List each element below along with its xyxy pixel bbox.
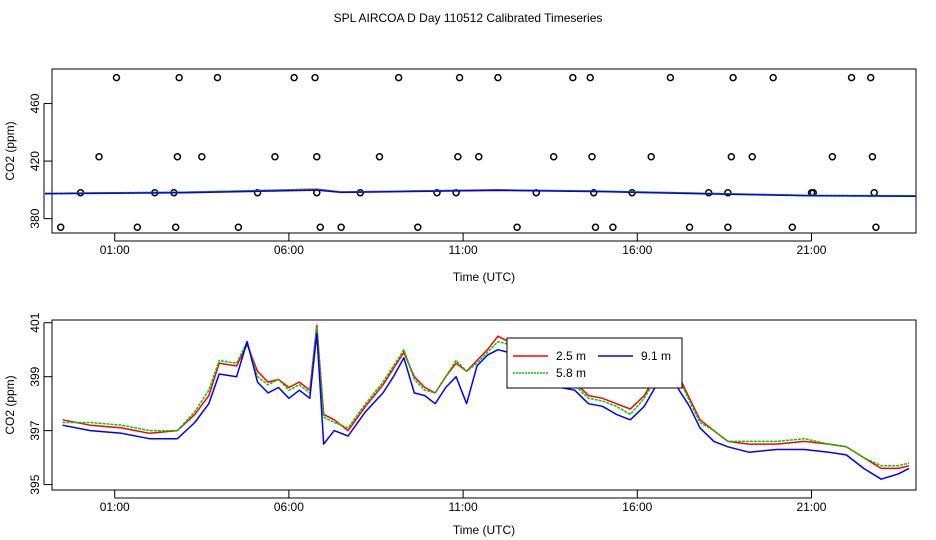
x-tick-label: 21:00 [796,243,826,257]
data-point [433,188,441,197]
series-line-2-5-m [62,324,910,470]
data-point [591,223,600,231]
legend-label-5-8m: 5.8 m [556,366,586,380]
chart-title: SPL AIRCOA D Day 110512 Calibrated Times… [334,11,603,25]
data-point [724,188,732,197]
data-point [455,73,464,82]
data-point [724,223,732,231]
x-axis-label-top: Time (UTC) [453,270,515,284]
data-point [253,188,262,197]
data-point [133,223,142,231]
x-tick-label: 21:00 [796,500,826,514]
data-point [549,153,558,161]
x-tick-label: 06:00 [274,243,304,257]
x-tick-label: 06:00 [274,500,304,514]
data-point [727,153,736,161]
series-line-9-1-m [62,332,910,480]
data-point [173,153,182,161]
data-point [337,223,345,231]
data-point [828,153,837,161]
data-point [112,73,121,82]
panel-bottom: 01:00 06:00 11:00 16:00 21:00 395 397 399 401 Ti… [3,312,917,537]
plot-frame-top [51,68,917,234]
series-line-5-8-m [62,327,910,467]
data-point [729,73,737,82]
data-point [375,153,384,161]
x-tick-label: 16:00 [622,500,652,514]
y-tick-label: 420 [28,151,42,171]
data-point [198,153,206,161]
data-point [847,73,856,82]
y-tick-label: 395 [28,474,42,494]
legend-label-9-1m: 9.1 m [641,349,671,363]
data-point [414,223,422,231]
data-point [647,153,655,161]
data-point [394,73,403,82]
data-point [588,153,596,161]
y-tick-label: 380 [28,208,42,228]
data-point [788,223,797,231]
data-point [513,223,521,231]
data-point [685,223,694,231]
data-point [234,223,243,231]
data-point [313,153,321,161]
data-point [271,153,279,161]
y-tick-label: 397 [28,420,42,440]
data-point [666,73,675,82]
data-point [454,153,462,161]
data-point [589,188,598,197]
data-point [569,73,577,82]
data-point [316,223,325,231]
x-tick-label: 11:00 [449,243,478,257]
data-point [872,223,880,231]
panel-top: 01:00 06:00 11:00 16:00 21:00 380 420 460 Time … [3,68,917,284]
data-point [868,153,877,161]
y-tick-label: 399 [28,366,42,386]
data-point [769,73,777,82]
x-tick-label: 16:00 [622,243,652,257]
data-point [95,153,103,161]
data-point [213,73,222,82]
data-point [475,153,483,161]
y-tick-label: 460 [28,93,42,113]
data-point [175,73,183,82]
data-point [290,73,298,82]
y-axis-label-bottom: CO2 (ppm) [3,375,17,434]
data-point [866,73,875,82]
y-tick-label: 401 [28,312,42,332]
legend-label-2-5m: 2.5 m [556,349,586,363]
data-point [311,73,319,82]
legend-box [506,337,683,389]
x-axis-label-bottom: Time (UTC) [453,523,515,537]
data-point [56,223,65,231]
x-tick-label: 11:00 [449,500,478,514]
series-line-9-1-m [44,189,917,198]
data-point [171,223,180,231]
plot-frame-bottom [51,319,917,491]
data-point [609,223,617,231]
data-point [586,73,595,82]
x-tick-label: 01:00 [100,243,130,257]
legend: 2.5 m 9.1 m 5.8 m [506,337,683,389]
x-tick-label: 01:00 [100,500,130,514]
data-point [748,153,757,161]
y-axis-label-top: CO2 (ppm) [3,121,17,180]
data-point [494,73,502,82]
